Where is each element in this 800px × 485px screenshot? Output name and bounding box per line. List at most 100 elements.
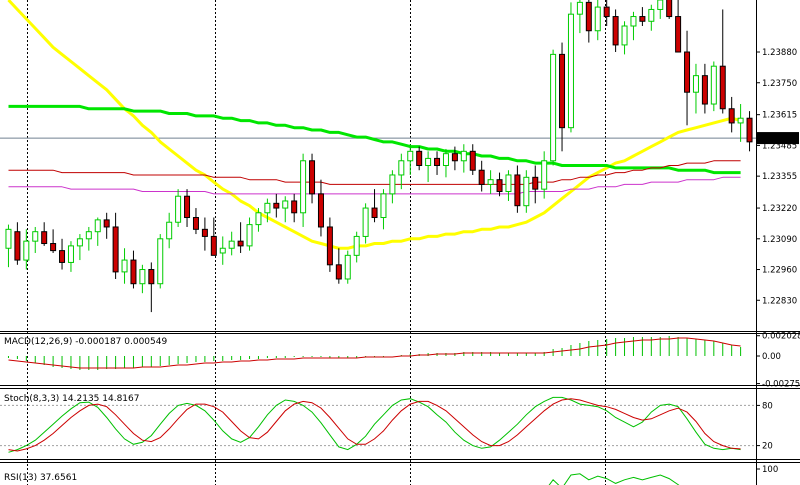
price-tick-label: 1.23090	[762, 235, 797, 245]
bull-candle	[300, 160, 307, 214]
bear-candle	[496, 179, 503, 193]
rsi-title: RSI(13) 37.6561	[4, 473, 77, 483]
price-tick-label: 1.23485	[762, 141, 797, 151]
bear-candle	[50, 243, 57, 252]
bear-candle	[603, 6, 610, 18]
bear-candle	[103, 219, 110, 228]
macd-title: MACD(12,26,9) -0.000187 0.000549	[4, 337, 167, 347]
bull-candle	[389, 174, 396, 195]
price-tick-label: 1.23880	[762, 48, 797, 58]
bear-candle	[478, 169, 485, 185]
bear-candle	[559, 53, 566, 129]
price-tick-label: 1.23220	[762, 204, 797, 214]
bear-candle	[112, 226, 119, 273]
bear-candle	[684, 51, 691, 93]
stoch-title: Stoch(8,3,3) 14.2135 14.8167	[4, 394, 139, 404]
bear-candle	[675, 16, 682, 53]
bull-candle	[692, 75, 699, 93]
bull-candle	[85, 231, 92, 240]
bull-candle	[657, 0, 664, 10]
bull-candle	[505, 174, 512, 193]
ma-red-line	[8, 160, 741, 185]
bull-candle	[567, 13, 574, 129]
bull-candle	[398, 160, 405, 176]
bull-candle	[282, 200, 289, 209]
stoch-signal-line	[8, 398, 741, 452]
price-tick-label: 1.23355	[762, 172, 797, 182]
bear-candle	[192, 217, 199, 230]
bear-candle	[434, 157, 441, 167]
bear-candle	[59, 250, 66, 263]
bull-candle	[228, 240, 235, 249]
bear-candle	[273, 202, 280, 209]
price-tick-label: 1.22960	[762, 266, 797, 276]
bull-candle	[139, 269, 146, 285]
bull-candle	[576, 1, 583, 15]
bear-candle	[639, 16, 646, 22]
bull-candle	[442, 153, 449, 167]
bear-candle	[326, 226, 333, 266]
bear-candle	[14, 231, 21, 261]
bull-candle	[487, 179, 494, 185]
price-tick-label: 1.23750	[762, 79, 797, 89]
bull-candle	[157, 238, 164, 285]
bull-candle	[541, 160, 548, 190]
rsi-panel	[548, 473, 680, 485]
bear-candle	[201, 228, 208, 237]
rsi-tick-label: 100	[762, 465, 778, 475]
price-axis: 1.23880 1.23750 1.23615 1.23485 1.23355 1.232…	[756, 48, 800, 475]
bear-candle	[371, 207, 378, 219]
bull-candle	[460, 150, 467, 162]
macd-tick-label: 0.00	[762, 352, 781, 362]
bull-candle	[5, 228, 12, 249]
bull-candle	[76, 238, 83, 247]
stoch-tick-label: 80	[762, 401, 773, 411]
bear-candle	[291, 200, 298, 214]
bear-candle	[184, 195, 191, 219]
bull-candle	[23, 240, 30, 261]
bull-candle	[407, 150, 414, 162]
bull-candle	[32, 231, 39, 242]
bear-candle	[335, 264, 342, 280]
bull-candle	[630, 16, 637, 27]
bear-candle	[719, 65, 726, 110]
rsi-line	[548, 473, 680, 485]
bull-candle	[362, 207, 369, 237]
bear-candle	[237, 240, 244, 247]
current-price-label: 1.23516	[760, 134, 795, 144]
ma-green-line	[8, 104, 741, 175]
bull-candle	[121, 259, 128, 273]
bull-candle	[425, 157, 432, 167]
bull-candle	[94, 219, 101, 233]
bear-candle	[701, 75, 708, 105]
bull-candle	[594, 6, 601, 32]
bull-candle	[737, 117, 744, 124]
bear-candle	[746, 117, 753, 143]
bear-candle	[309, 160, 316, 195]
stoch-main-line	[8, 396, 741, 453]
stoch-panel	[0, 396, 756, 453]
price-panel	[0, 0, 756, 313]
bull-candle	[67, 245, 74, 263]
macd-panel	[7, 336, 742, 370]
bear-candle	[728, 108, 735, 124]
bull-candle	[523, 176, 530, 207]
bull-candle	[246, 224, 253, 247]
bull-candle	[255, 212, 262, 226]
bear-candle	[41, 231, 48, 245]
bear-candle	[416, 150, 423, 166]
bull-candle	[353, 235, 360, 256]
bear-candle	[451, 153, 458, 162]
bear-candle	[666, 0, 673, 18]
bull-candle	[175, 195, 182, 223]
bear-candle	[148, 269, 155, 285]
price-tick-label: 1.23615	[762, 111, 797, 121]
bear-candle	[514, 174, 521, 207]
current-price-tag	[757, 132, 799, 145]
bear-candle	[469, 150, 476, 171]
bull-candle	[166, 221, 173, 240]
bull-candle	[264, 202, 271, 214]
